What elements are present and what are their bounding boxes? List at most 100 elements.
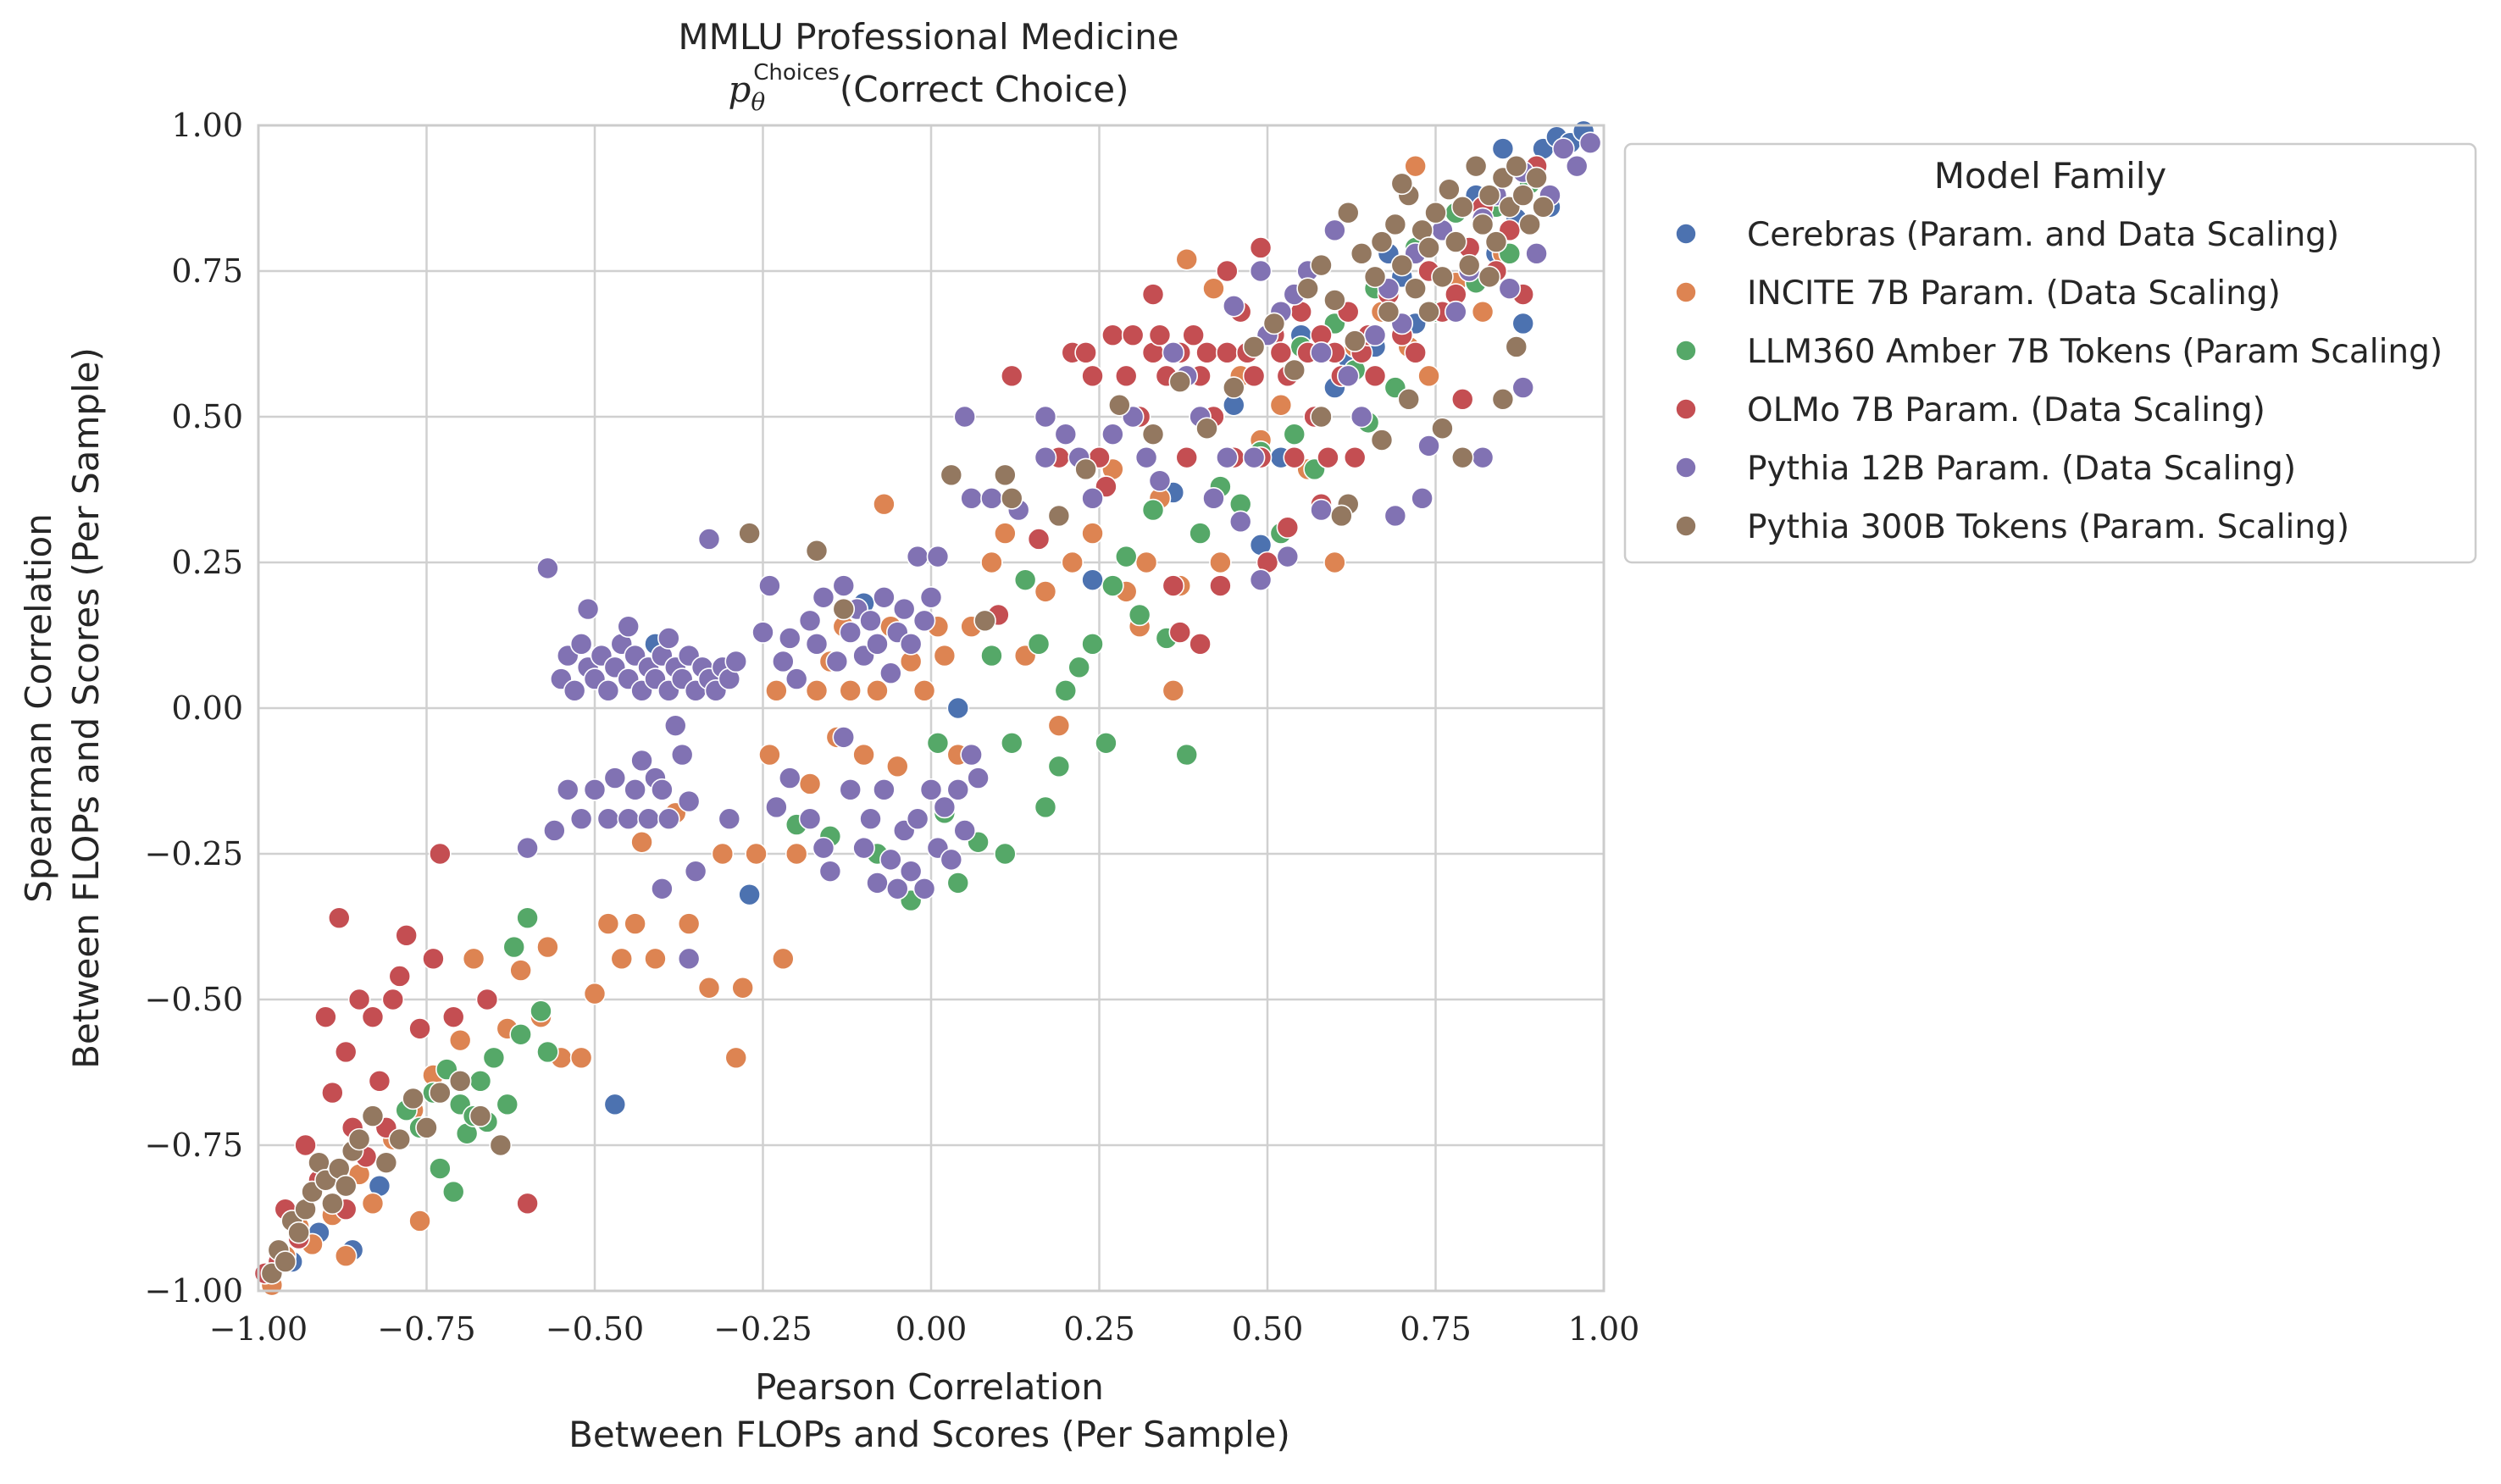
plot-frame	[257, 124, 1605, 1293]
data-point	[919, 585, 943, 609]
y-tick-label: −0.75	[145, 1127, 243, 1164]
subtitle-superscript: Choices	[753, 60, 840, 86]
data-point	[1404, 341, 1427, 364]
y-tick-labels: −1.00 −0.75 −0.50 −0.25 0.00 0.25 0.50 0.75 1.00	[145, 107, 243, 1310]
data-point	[1034, 580, 1057, 603]
data-point	[441, 1005, 465, 1028]
data-point	[583, 778, 607, 801]
data-point	[1417, 236, 1440, 259]
data-point	[1013, 568, 1037, 591]
data-point	[1242, 364, 1266, 388]
legend-entry: OLMo 7B Param. (Data Scaling)	[1675, 391, 2265, 429]
data-point	[1330, 504, 1353, 528]
data-point	[1431, 417, 1454, 440]
x-tick-label: 0.75	[1400, 1310, 1472, 1348]
data-point	[1034, 795, 1057, 819]
chart-subtitle: pθChoices(Correct Choice)	[728, 60, 1128, 116]
data-point	[1336, 364, 1360, 388]
data-point	[429, 842, 452, 866]
data-point	[1202, 277, 1225, 300]
data-point	[1047, 755, 1071, 778]
y-tick-label: −0.50	[145, 981, 243, 1018]
data-point	[1505, 154, 1528, 178]
data-point	[1578, 131, 1602, 154]
data-point	[980, 644, 1003, 667]
data-point	[912, 679, 936, 702]
data-point	[1134, 551, 1158, 574]
data-point	[617, 615, 640, 638]
data-point	[1491, 388, 1515, 411]
legend-marker	[1675, 515, 1697, 537]
data-point	[1296, 277, 1319, 300]
data-point	[1162, 341, 1185, 364]
data-point	[1141, 423, 1165, 446]
data-point	[1505, 335, 1528, 358]
data-point	[906, 545, 929, 568]
data-point	[469, 1105, 492, 1127]
data-point	[402, 1087, 424, 1110]
legend-label: INCITE 7B Param. (Data Scaling)	[1747, 274, 2281, 313]
data-points	[253, 119, 1602, 1297]
data-point	[899, 860, 923, 883]
data-point	[603, 1093, 627, 1116]
data-point	[429, 1157, 452, 1180]
data-point	[395, 924, 418, 947]
legend-entry: Cerebras (Param. and Data Scaling)	[1675, 216, 2339, 254]
data-point	[711, 842, 735, 866]
data-point	[1450, 446, 1474, 469]
data-point	[415, 1116, 438, 1139]
y-tick-label: 0.75	[171, 252, 243, 290]
data-point	[940, 463, 963, 487]
data-point	[1525, 166, 1548, 190]
data-point	[765, 795, 788, 819]
data-point	[946, 778, 970, 801]
data-point	[852, 743, 875, 767]
data-point	[906, 807, 929, 831]
data-point	[738, 883, 761, 906]
data-point	[1491, 137, 1515, 160]
data-point	[1323, 289, 1346, 312]
data-point	[1101, 324, 1124, 346]
data-point	[1074, 457, 1097, 481]
data-point	[536, 1040, 559, 1064]
data-point	[1471, 213, 1494, 236]
data-point	[1101, 423, 1124, 446]
data-point	[361, 1192, 385, 1215]
data-point	[624, 778, 646, 801]
data-point	[1565, 154, 1589, 178]
legend-label: LLM360 Amber 7B Tokens (Param Scaling)	[1747, 333, 2443, 371]
data-point	[1216, 446, 1239, 469]
data-point	[1189, 633, 1212, 656]
data-point	[1175, 446, 1199, 469]
data-point	[724, 1046, 748, 1070]
data-point	[866, 633, 889, 656]
data-point	[1242, 335, 1266, 358]
legend-title: Model Family	[1934, 155, 2167, 197]
data-point	[610, 947, 634, 971]
data-point	[1081, 364, 1104, 388]
data-point	[408, 1017, 431, 1040]
data-point	[651, 778, 674, 801]
data-point	[381, 988, 405, 1011]
data-point	[839, 679, 862, 702]
data-point	[778, 767, 801, 789]
data-point	[630, 830, 653, 854]
data-point	[321, 1192, 344, 1215]
data-point	[374, 1151, 398, 1174]
data-point	[980, 551, 1003, 574]
data-point	[1343, 446, 1367, 469]
data-point	[617, 807, 640, 831]
data-point	[1000, 731, 1023, 755]
data-point	[1223, 376, 1245, 399]
data-point	[946, 872, 970, 894]
data-point	[758, 743, 781, 767]
data-point	[321, 1081, 344, 1105]
x-tick-label: 0.50	[1232, 1310, 1304, 1348]
data-point	[697, 528, 721, 551]
data-point	[1000, 364, 1023, 388]
data-point	[1283, 446, 1306, 469]
data-point	[953, 405, 976, 429]
data-point	[772, 650, 795, 673]
legend-entry: LLM360 Amber 7B Tokens (Param Scaling)	[1675, 333, 2443, 371]
